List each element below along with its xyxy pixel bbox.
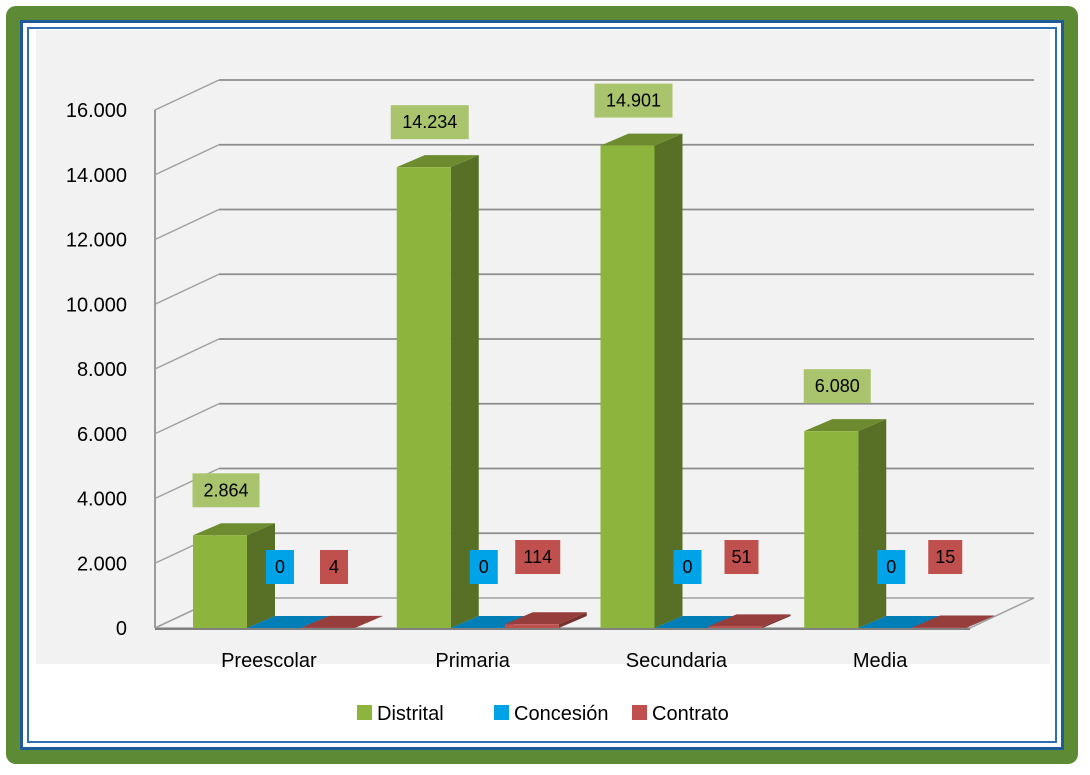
legend-label: Concesión xyxy=(514,703,609,725)
bar-side xyxy=(762,614,791,628)
bar-top xyxy=(193,523,275,536)
y-axis: 0 2.000 4.000 6.000 8.000 10.000 12.000 14.000 1… xyxy=(66,100,127,640)
gridline-diagonal xyxy=(154,338,220,370)
bar xyxy=(804,431,859,628)
data-label: 14.234 xyxy=(402,112,457,132)
bar-side xyxy=(355,615,383,628)
data-label-box xyxy=(803,369,871,404)
legend-swatch xyxy=(632,705,647,720)
data-label: 2.864 xyxy=(203,480,248,500)
gridline-diagonal xyxy=(154,403,220,435)
bar-top xyxy=(450,616,533,628)
bar-top xyxy=(804,419,887,432)
data-label-box xyxy=(320,550,348,584)
data-labels: 2.864 0 4 14.234 0 114 14.901 0 51 6.080 0 15 xyxy=(192,83,963,584)
data-label: 0 xyxy=(682,557,692,577)
y-tick-label: 0 xyxy=(116,618,127,640)
data-label-box xyxy=(515,540,561,574)
data-label: 114 xyxy=(523,547,552,567)
data-label-box xyxy=(877,550,906,584)
data-label-box xyxy=(724,540,759,574)
y-tick-label: 16.000 xyxy=(66,100,127,122)
data-label: 0 xyxy=(275,557,285,577)
legend-label: Distrital xyxy=(377,703,444,725)
y-tick-label: 10.000 xyxy=(66,294,127,316)
y-tick-label: 8.000 xyxy=(77,359,127,381)
bar-top xyxy=(654,616,737,628)
chart-border-inner xyxy=(27,27,1057,743)
data-label: 0 xyxy=(886,557,896,577)
bar-side xyxy=(654,133,683,628)
data-label-box xyxy=(266,550,294,584)
bar-top xyxy=(396,155,479,168)
data-label: 4 xyxy=(329,557,339,577)
bar-side xyxy=(558,612,587,628)
gridlines xyxy=(154,79,1035,630)
gridline-diagonal xyxy=(154,208,220,241)
data-label: 6.080 xyxy=(815,376,860,396)
bar-side xyxy=(858,419,887,628)
bar-side xyxy=(247,523,275,628)
category-label: Preescolar xyxy=(221,650,317,672)
legend-label: Contrato xyxy=(652,703,729,725)
category-label: Media xyxy=(853,650,908,672)
data-label-box xyxy=(390,105,469,140)
bar-top xyxy=(912,615,995,628)
x-axis: Preescolar Primaria Secundaria Media xyxy=(221,650,908,672)
legend: Distrital Concesión Contrato xyxy=(357,703,729,725)
bar-side xyxy=(966,615,995,628)
bar-top xyxy=(301,615,383,628)
data-label-box xyxy=(594,83,673,118)
data-label: 15 xyxy=(935,547,955,567)
bar xyxy=(708,626,763,628)
bar-top xyxy=(858,616,941,628)
bar xyxy=(600,145,655,628)
data-label: 51 xyxy=(731,547,751,567)
gridline-diagonal xyxy=(154,144,220,176)
bar-side xyxy=(450,155,479,628)
bars xyxy=(193,133,995,628)
bar xyxy=(504,624,559,628)
bar-top xyxy=(504,612,587,625)
y-tick-label: 6.000 xyxy=(77,424,127,446)
data-label-box xyxy=(673,550,702,584)
data-label-box xyxy=(192,473,260,508)
bar xyxy=(396,167,451,628)
legend-swatch xyxy=(357,705,372,720)
y-tick-label: 12.000 xyxy=(66,230,127,252)
data-label: 14.901 xyxy=(606,91,661,111)
legend-swatch xyxy=(494,705,509,720)
gridline-diagonal xyxy=(154,273,220,305)
gridline-diagonal xyxy=(154,79,220,111)
bar-top xyxy=(708,614,791,627)
y-tick-label: 4.000 xyxy=(77,489,127,511)
y-tick-label: 2.000 xyxy=(77,553,127,575)
bar-top xyxy=(600,133,683,146)
category-label: Primaria xyxy=(435,650,510,672)
y-tick-label: 14.000 xyxy=(66,165,127,187)
data-label-box xyxy=(469,550,498,584)
category-label: Secundaria xyxy=(626,650,728,672)
bar xyxy=(193,535,247,628)
data-label-box xyxy=(928,540,963,574)
bar-top xyxy=(247,616,329,628)
data-label: 0 xyxy=(479,557,489,577)
